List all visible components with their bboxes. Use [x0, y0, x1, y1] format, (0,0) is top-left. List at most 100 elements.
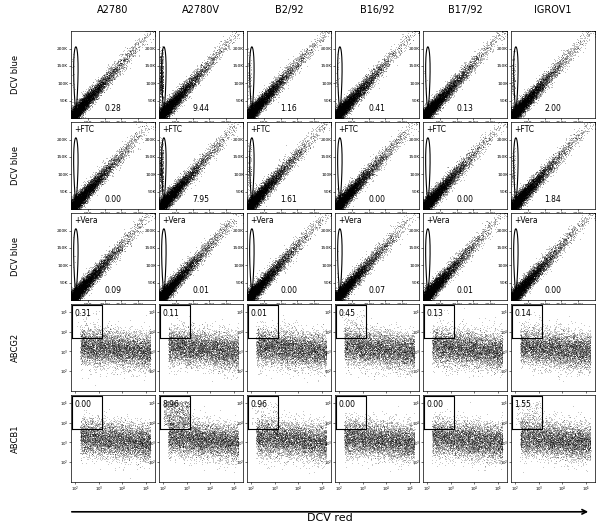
Point — [481, 441, 491, 449]
Point — [509, 205, 519, 213]
Point — [518, 97, 527, 105]
Point — [279, 351, 289, 360]
Point — [563, 430, 572, 438]
Point — [224, 358, 234, 366]
Point — [333, 290, 343, 298]
Point — [579, 435, 589, 443]
Point — [348, 87, 358, 95]
Point — [404, 344, 414, 352]
Point — [529, 90, 539, 99]
Point — [274, 80, 283, 89]
Point — [89, 273, 99, 281]
Point — [532, 266, 542, 275]
Point — [342, 331, 352, 339]
Point — [296, 355, 306, 363]
Point — [367, 73, 377, 81]
Point — [75, 190, 85, 198]
Point — [358, 355, 368, 364]
Point — [425, 109, 434, 117]
Point — [437, 93, 447, 102]
Point — [531, 347, 541, 355]
Point — [334, 294, 343, 302]
Point — [70, 109, 79, 117]
Point — [468, 451, 478, 459]
Point — [418, 195, 428, 203]
Point — [341, 334, 350, 343]
Point — [422, 292, 431, 300]
Point — [138, 340, 148, 349]
Point — [154, 293, 164, 301]
Point — [155, 291, 165, 299]
Point — [183, 404, 193, 412]
Point — [508, 286, 517, 295]
Point — [396, 139, 406, 147]
Point — [354, 83, 364, 92]
Point — [424, 106, 434, 115]
Point — [493, 451, 503, 459]
Point — [506, 205, 516, 213]
Point — [89, 273, 99, 281]
Point — [367, 265, 377, 273]
Point — [331, 112, 340, 120]
Point — [506, 202, 516, 210]
Point — [526, 457, 536, 466]
Point — [92, 344, 101, 352]
Point — [421, 110, 431, 118]
Point — [305, 362, 314, 371]
Point — [78, 335, 88, 343]
Point — [110, 443, 119, 452]
Point — [158, 290, 167, 299]
Point — [176, 96, 185, 104]
Point — [268, 262, 278, 271]
Point — [451, 71, 460, 80]
Point — [507, 296, 517, 304]
Point — [467, 336, 477, 344]
Point — [170, 98, 180, 106]
Point — [523, 188, 533, 196]
Point — [345, 284, 355, 292]
Point — [264, 340, 274, 348]
Point — [76, 187, 86, 196]
Point — [434, 277, 444, 286]
Point — [547, 160, 556, 169]
Point — [350, 437, 360, 445]
Point — [156, 295, 166, 303]
Point — [248, 288, 257, 296]
Point — [246, 197, 256, 206]
Point — [115, 60, 124, 69]
Point — [167, 186, 176, 194]
Point — [494, 439, 504, 447]
Point — [419, 294, 429, 302]
Point — [569, 354, 579, 362]
Point — [446, 84, 455, 92]
Point — [229, 358, 238, 367]
Point — [332, 114, 341, 122]
Point — [113, 245, 122, 254]
Point — [337, 191, 346, 199]
Point — [343, 280, 352, 288]
Point — [536, 343, 545, 351]
Point — [233, 27, 242, 35]
Point — [200, 244, 210, 253]
Point — [247, 197, 256, 206]
Point — [425, 101, 434, 110]
Point — [230, 348, 240, 357]
Point — [447, 349, 457, 358]
Point — [575, 430, 585, 438]
Point — [507, 111, 517, 120]
Point — [395, 427, 404, 435]
Point — [85, 179, 94, 188]
Point — [549, 343, 559, 351]
Point — [527, 345, 536, 354]
Point — [428, 444, 438, 453]
Point — [443, 267, 452, 276]
Point — [334, 114, 344, 122]
Point — [369, 161, 379, 169]
Point — [158, 294, 168, 302]
Point — [372, 68, 382, 77]
Point — [185, 352, 194, 360]
Point — [352, 92, 362, 101]
Point — [515, 286, 525, 295]
Point — [314, 352, 323, 360]
Point — [361, 163, 371, 171]
